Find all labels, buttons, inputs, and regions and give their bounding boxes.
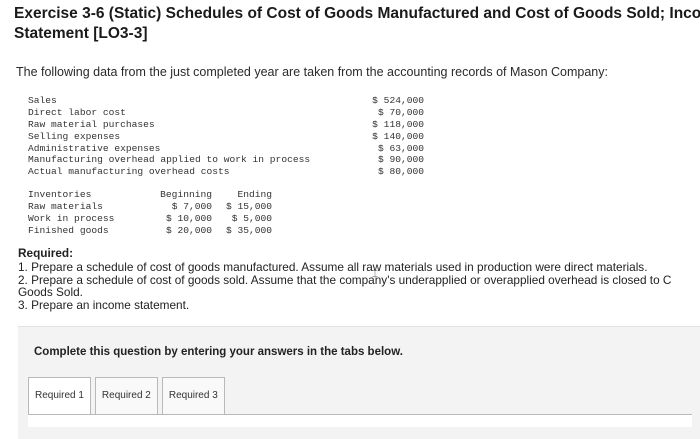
tab-required-2[interactable]: Required 2 bbox=[94, 377, 158, 415]
column-header: Ending bbox=[237, 189, 272, 200]
exercise-title-line-1: Exercise 3-6 (Static) Schedules of Cost … bbox=[14, 5, 700, 22]
financial-data-table: Sales $ 524,000 Direct labor cost $ 70,0… bbox=[28, 95, 424, 178]
intro-text: The following data from the just complet… bbox=[16, 65, 608, 79]
exercise-title: Exercise 3-6 (Static) Schedules of Cost … bbox=[14, 4, 700, 44]
required-item: 2. Prepare a schedule of cost of goods s… bbox=[18, 272, 672, 287]
financial-row: Administrative expenses $ 63,000 bbox=[28, 143, 424, 155]
inventory-label: Finished goods bbox=[28, 224, 109, 236]
inventory-ending: $ 15,000 bbox=[225, 200, 272, 212]
financial-value: $ 63,000 bbox=[377, 142, 424, 154]
inventories-row: Work in process $ 10,000 $ 5,000 bbox=[28, 213, 272, 225]
financial-value: $ 90,000 bbox=[377, 154, 424, 166]
column-header: Inventories bbox=[28, 189, 92, 200]
financial-label: Sales bbox=[28, 95, 57, 106]
exercise-title-line-2: Statement [LO3-3] bbox=[14, 25, 148, 42]
inventories-row: Raw materials $ 7,000 $ 15,000 bbox=[28, 201, 272, 213]
required-section: Required: 1. Prepare a schedule of cost … bbox=[18, 247, 700, 312]
inventory-label: Work in process bbox=[28, 212, 115, 224]
inventory-beginning: $ 20,000 bbox=[165, 224, 212, 236]
inventory-beginning: $ 7,000 bbox=[171, 200, 212, 212]
column-header: Beginning bbox=[160, 189, 212, 200]
financial-label: Actual manufacturing overhead costs bbox=[28, 166, 230, 178]
financial-row: Direct labor cost $ 70,000 bbox=[28, 107, 424, 119]
inventory-beginning: $ 10,000 bbox=[165, 212, 212, 224]
financial-label: Raw material purchases bbox=[28, 118, 155, 130]
financial-row: Manufacturing overhead applied to work i… bbox=[28, 154, 424, 166]
financial-value: $ 70,000 bbox=[377, 106, 424, 118]
tab-content-area bbox=[28, 414, 692, 427]
financial-row: Actual manufacturing overhead costs $ 80… bbox=[28, 166, 424, 178]
required-item: Goods Sold. bbox=[18, 285, 83, 300]
inventories-row: Finished goods $ 20,000 $ 35,000 bbox=[28, 225, 272, 237]
tab-required-1[interactable]: Required 1 bbox=[28, 377, 91, 415]
inventory-ending: $ 35,000 bbox=[225, 224, 272, 236]
tab-required-3[interactable]: Required 3 bbox=[161, 377, 225, 415]
financial-value: $ 118,000 bbox=[372, 118, 424, 130]
required-tabs: Required 1 Required 2 Required 3 bbox=[28, 377, 229, 415]
text-cursor-icon: ⌶ bbox=[372, 269, 378, 280]
financial-row: Sales $ 524,000 bbox=[28, 95, 424, 107]
financial-row: Raw material purchases $ 118,000 bbox=[28, 119, 424, 131]
inventory-ending: $ 5,000 bbox=[231, 212, 272, 224]
inventories-header-row: Inventories Beginning Ending bbox=[28, 189, 272, 201]
financial-label: Direct labor cost bbox=[28, 106, 126, 118]
financial-row: Selling expenses $ 140,000 bbox=[28, 131, 424, 143]
required-item: 3. Prepare an income statement. bbox=[18, 298, 190, 313]
financial-label: Manufacturing overhead applied to work i… bbox=[28, 154, 311, 166]
inventories-table: Inventories Beginning Ending Raw materia… bbox=[28, 189, 272, 237]
inventory-label: Raw materials bbox=[28, 200, 103, 212]
financial-value: $ 524,000 bbox=[372, 95, 424, 106]
financial-label: Selling expenses bbox=[28, 130, 121, 142]
financial-value: $ 140,000 bbox=[372, 130, 424, 142]
financial-label: Administrative expenses bbox=[28, 142, 161, 154]
answer-panel: Complete this question by entering your … bbox=[18, 326, 700, 439]
required-item: 1. Prepare a schedule of cost of goods m… bbox=[18, 259, 648, 274]
required-heading: Required: bbox=[18, 246, 74, 260]
panel-instruction: Complete this question by entering your … bbox=[34, 346, 403, 358]
financial-value: $ 80,000 bbox=[377, 166, 424, 178]
